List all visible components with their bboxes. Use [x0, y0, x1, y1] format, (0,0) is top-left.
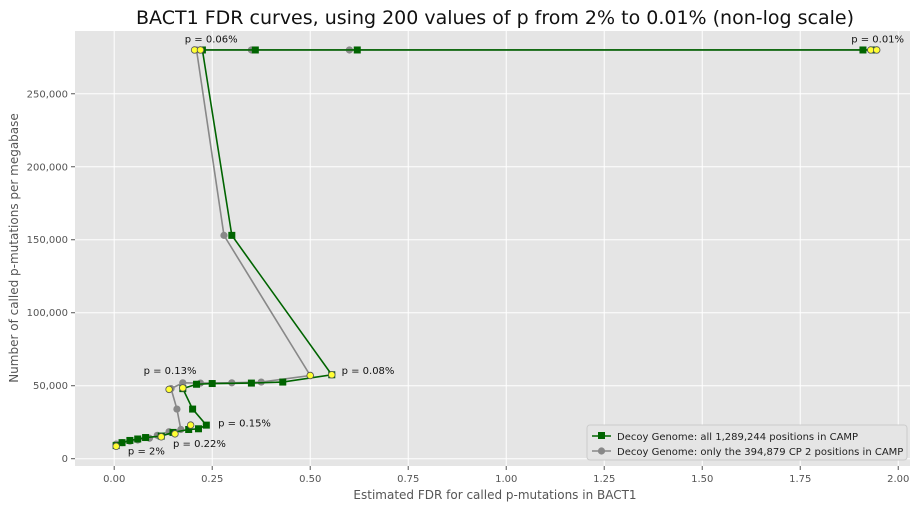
highlight-point: [157, 433, 165, 441]
legend: Decoy Genome: all 1,289,244 positions in…: [586, 424, 908, 461]
y-tick-label: 200,000: [27, 162, 68, 173]
highlight-point: [165, 385, 173, 394]
x-axis-ticks: 0.00 0.25 0.50 0.75 1.00 1.25 1.50 1.75 2.00: [103, 466, 909, 485]
data-point-square: [251, 46, 259, 54]
data-point-square: [279, 378, 287, 386]
annotation-label: p = 0.22%: [173, 439, 226, 450]
x-tick-label: 1.75: [789, 474, 811, 485]
data-point-square: [859, 46, 867, 54]
annotation-label: p = 0.15%: [218, 419, 271, 430]
y-tick-label: 50,000: [33, 381, 68, 392]
x-tick-label: 1.00: [495, 474, 517, 485]
y-axis-label: Number of called p-mutations per megabas…: [7, 113, 21, 383]
highlight-point: [306, 371, 314, 380]
data-point-square: [208, 380, 216, 388]
x-tick-label: 1.50: [691, 474, 713, 485]
data-point-square: [185, 426, 193, 434]
annotation-label: p = 0.08%: [342, 366, 395, 377]
data-point-circle: [179, 379, 187, 387]
annotation-label: p = 2%: [128, 446, 165, 457]
x-tick-label: 0.50: [299, 474, 321, 485]
legend-marker-a: [598, 432, 605, 439]
y-tick-label: 100,000: [27, 308, 68, 319]
data-point-square: [353, 46, 361, 54]
highlight-point: [112, 442, 120, 450]
data-point-square: [118, 439, 126, 447]
highlight-point: [171, 430, 179, 438]
y-tick-label: 250,000: [27, 89, 68, 100]
x-tick-label: 0.75: [397, 474, 419, 485]
annotation-label: p = 0.13%: [144, 366, 197, 377]
y-tick-label: 150,000: [27, 235, 68, 246]
legend-label-a: Decoy Genome: all 1,289,244 positions in…: [617, 432, 858, 443]
x-tick-label: 2.00: [887, 474, 909, 485]
x-tick-label: 0.25: [201, 474, 223, 485]
x-axis-label: Estimated FDR for called p-mutations in …: [353, 488, 636, 502]
highlight-point: [196, 46, 205, 54]
y-axis-ticks: 0 50,000 100,000 150,000 200,000 250,000: [27, 89, 75, 465]
annotation-label: p = 0.01%: [851, 35, 904, 46]
chart-title: BACT1 FDR curves, using 200 values of p …: [136, 7, 854, 29]
data-point-square: [194, 425, 202, 433]
data-point-circle: [173, 405, 181, 413]
data-point-square: [193, 380, 201, 388]
data-point-square: [247, 379, 255, 387]
highlight-markers: [112, 46, 881, 450]
x-tick-label: 1.25: [593, 474, 615, 485]
data-point-square: [142, 434, 150, 442]
data-point-square: [126, 436, 134, 444]
highlight-point: [872, 46, 881, 54]
x-tick-label: 0.00: [103, 474, 125, 485]
highlight-point: [179, 384, 187, 392]
data-point-square: [189, 405, 197, 413]
highlight-point: [328, 371, 336, 379]
annotation-label: p = 0.06%: [185, 35, 238, 46]
data-point-square: [228, 231, 236, 239]
data-point-square: [202, 421, 210, 429]
legend-marker-b: [597, 447, 606, 455]
legend-label-b: Decoy Genome: only the 394,879 CP 2 posi…: [617, 447, 903, 458]
y-tick-label: 0: [62, 454, 68, 465]
legend-box: [586, 424, 908, 461]
highlight-point: [186, 421, 195, 429]
data-point-square: [134, 435, 142, 443]
data-point-circle: [220, 231, 228, 239]
annotation-layer: p = 2% p = 0.22% p = 0.15% p = 0.13% p = 0.0…: [128, 35, 904, 458]
plot-area: [75, 31, 910, 466]
